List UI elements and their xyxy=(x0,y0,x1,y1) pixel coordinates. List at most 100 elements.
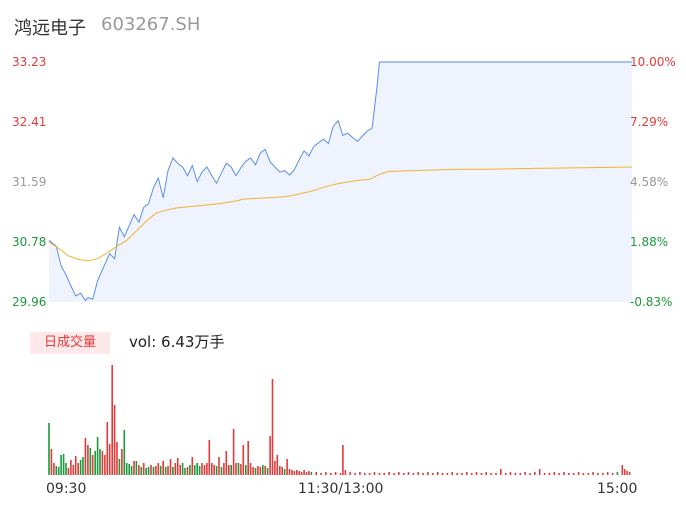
volume-bar xyxy=(259,467,262,475)
volume-bar xyxy=(70,460,72,475)
volume-bar xyxy=(344,470,347,475)
volume-bar xyxy=(162,461,164,475)
volume-bar xyxy=(470,473,473,475)
y-right-tick: -0.83% xyxy=(630,295,673,309)
volume-bar xyxy=(150,465,152,475)
y-right-tick: 4.58% xyxy=(630,175,669,189)
volume-bar xyxy=(519,473,522,475)
volume-bar xyxy=(193,465,196,475)
volume-bar xyxy=(572,473,575,475)
volume-bar xyxy=(563,472,565,475)
y-left-tick: 30.78 xyxy=(12,235,47,249)
volume-bar xyxy=(276,455,279,475)
volume-bar xyxy=(407,472,410,475)
volume-bar xyxy=(174,463,177,475)
volume-bar xyxy=(354,473,356,475)
volume-bar xyxy=(128,464,130,475)
y-left-tick: 32.41 xyxy=(12,115,47,129)
volume-bar xyxy=(230,465,232,475)
volume-bar xyxy=(172,467,174,475)
volume-bar xyxy=(184,468,186,475)
volume-bar xyxy=(456,473,458,475)
volume-bar xyxy=(196,463,198,475)
volume-bar xyxy=(74,456,77,475)
volume-bar xyxy=(480,473,483,475)
volume-badge: 日成交量 xyxy=(30,332,110,354)
volume-bar xyxy=(310,472,313,475)
volume-bar xyxy=(373,472,376,475)
volume-bar xyxy=(288,469,291,475)
volume-bar xyxy=(167,466,169,475)
volume-bar xyxy=(291,470,293,475)
volume-bar xyxy=(133,461,135,475)
volume-bar xyxy=(225,451,228,475)
volume-bar xyxy=(368,473,371,475)
volume-bar xyxy=(621,465,624,475)
volume-bar xyxy=(558,473,560,475)
volume-bar xyxy=(538,469,541,475)
volume-bar xyxy=(283,469,286,475)
volume-bar xyxy=(67,468,70,475)
volume-bar xyxy=(349,472,351,475)
volume-bar xyxy=(485,472,487,475)
volume-bar xyxy=(320,473,322,475)
volume-bar xyxy=(616,472,619,475)
volume-bar xyxy=(164,467,167,475)
volume-bar xyxy=(55,466,58,475)
y-left-tick: 29.96 xyxy=(12,295,47,309)
volume-bar xyxy=(568,473,570,475)
volume-bar xyxy=(159,466,162,475)
stock-name: 鸿远电子 xyxy=(14,18,86,39)
volume-bar xyxy=(130,466,133,475)
volume-bar xyxy=(223,463,225,475)
volume-bar xyxy=(121,449,123,475)
volume-bar xyxy=(186,467,189,475)
volume-bar xyxy=(203,465,206,475)
volume-bar xyxy=(553,472,556,475)
volume-bar xyxy=(490,473,492,475)
volume-bar xyxy=(592,472,594,475)
volume-bar xyxy=(147,467,150,475)
volume-bar xyxy=(191,457,194,475)
volume-bar xyxy=(57,467,60,475)
volume-bar xyxy=(206,463,208,475)
price-area xyxy=(49,62,632,302)
volume-bar xyxy=(308,471,310,475)
volume-bar xyxy=(96,437,99,475)
volume-bar xyxy=(94,451,96,475)
volume-bar xyxy=(466,472,468,475)
volume-bar xyxy=(543,473,546,475)
volume-bar xyxy=(89,448,92,475)
volume-bar xyxy=(305,472,308,475)
volume-bar xyxy=(142,463,145,475)
volume-bar xyxy=(242,445,245,475)
volume-bar xyxy=(65,463,67,475)
volume-bar xyxy=(451,472,453,475)
volume-bar xyxy=(432,473,434,475)
volume-bar xyxy=(266,468,269,475)
volume-bar xyxy=(208,440,211,475)
volume-bar xyxy=(60,455,62,475)
y-right-tick: 7.29% xyxy=(630,115,669,129)
volume-bar xyxy=(495,473,497,475)
volume-bar xyxy=(587,473,590,475)
volume-bar xyxy=(198,466,201,475)
volume-bar xyxy=(252,467,254,475)
volume-bar xyxy=(72,465,75,475)
volume-bar xyxy=(48,423,50,475)
volume-bar xyxy=(509,472,512,475)
volume-bar xyxy=(315,472,317,475)
volume-bar xyxy=(364,473,366,475)
volume-bar xyxy=(140,467,143,475)
volume-bar xyxy=(201,463,203,475)
volume-bar xyxy=(247,441,249,475)
volume-bar xyxy=(398,472,400,475)
volume-bar xyxy=(232,429,235,475)
y-right-tick: 10.00% xyxy=(630,55,676,69)
volume-bar xyxy=(113,405,116,475)
volume-bar xyxy=(257,466,259,475)
volume-bar xyxy=(99,449,101,475)
volume-bar xyxy=(84,438,87,475)
volume-bar xyxy=(534,472,536,475)
